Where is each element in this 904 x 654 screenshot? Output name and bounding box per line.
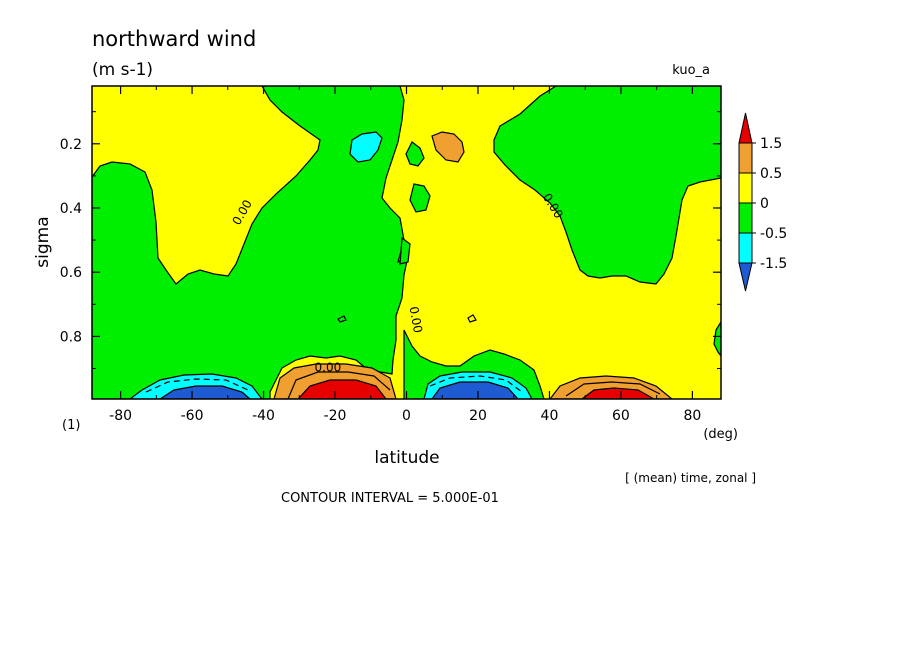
averaging-note: [ (mean) time, zonal ] [625, 471, 756, 485]
colorbar-top-arrow [738, 112, 753, 144]
y-tick-label: 0.4 [60, 201, 82, 217]
region-west-edge-negative [713, 320, 721, 357]
region-north-negative [493, 86, 721, 285]
cell-north-dash [429, 375, 523, 393]
island-negative-3 [399, 236, 411, 265]
colorbar: 1.5 0.5 0 -0.5 -1.5 [738, 112, 787, 292]
x-tick-label: -80 [109, 408, 132, 424]
y-axis-label: sigma [33, 216, 53, 267]
colorbar-label: 0 [760, 196, 769, 212]
colorbar-segment [738, 142, 753, 174]
x-tick-label: 60 [612, 408, 630, 424]
y-tick-label: 0.2 [60, 137, 82, 153]
x-tick-label: 20 [469, 408, 487, 424]
x-units: (deg) [703, 427, 738, 442]
cell-north-ring [565, 381, 661, 397]
x-tick-label: -20 [324, 408, 347, 424]
colorbar-label: 0.5 [760, 166, 782, 182]
chart-units: (m s-1) [92, 60, 153, 80]
x-tick-label: 0 [402, 408, 411, 424]
x-tick-label: 80 [683, 408, 701, 424]
colorbar-segment [738, 232, 753, 264]
dataset-label: kuo_a [672, 63, 710, 78]
x-tick-label: -60 [181, 408, 204, 424]
colorbar-segment [738, 202, 753, 234]
x-tick-label: 40 [541, 408, 559, 424]
contour-label: 0.00 [315, 361, 342, 375]
colorbar-label: -0.5 [760, 226, 787, 242]
cell-north-blue [431, 381, 519, 399]
x-tick-label: -40 [252, 408, 275, 424]
cell-south-dash [145, 378, 249, 393]
y-tick-label: 0.6 [60, 265, 82, 281]
island-negative-1 [405, 141, 425, 167]
colorbar-label: 1.5 [760, 136, 782, 152]
island-negative-2 [409, 183, 431, 213]
y-tick-label: 0.8 [60, 329, 82, 345]
cell-north-red [581, 387, 656, 399]
axes: -80 -60 -40 -20 0 20 40 60 80 0.2 0.4 0.6 0.8 [60, 86, 721, 424]
colorbar-label: -1.5 [760, 256, 787, 272]
patch-upper-positive [431, 131, 465, 163]
colorbar-segment [738, 172, 753, 204]
patch-upper-negative [349, 131, 383, 163]
region-south-negative [92, 86, 409, 399]
colorbar-bottom-arrow [738, 262, 753, 292]
tiny-island-1 [337, 315, 347, 323]
panel-label: (1) [62, 418, 80, 433]
contour-label: 0.00 [407, 305, 425, 334]
contour-plot-area [92, 86, 721, 399]
tiny-island-2 [467, 314, 477, 323]
contour-interval: CONTOUR INTERVAL = 5.000E-01 [281, 491, 499, 506]
cell-south-ring [287, 371, 391, 399]
chart-title: northward wind [92, 27, 256, 51]
cell-south-red [297, 379, 387, 399]
x-axis-label: latitude [374, 448, 439, 468]
